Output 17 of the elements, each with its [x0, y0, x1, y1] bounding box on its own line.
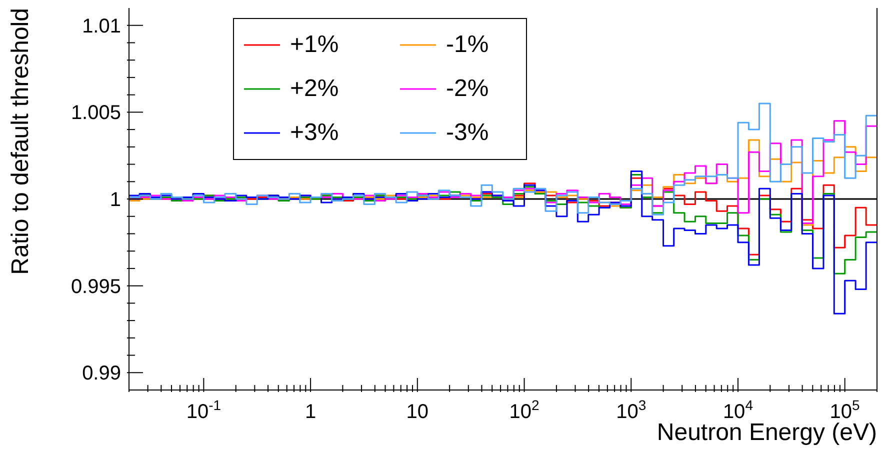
x-tick-label: 10$^{3}$ — [616, 397, 646, 423]
legend-label: -3% — [446, 119, 490, 147]
legend-label: -1% — [446, 31, 490, 59]
x-tick-label: 10$^{-1}$ — [186, 397, 222, 423]
legend-label: +3% — [290, 119, 340, 147]
y-axis-title: Ratio to default threshold — [7, 8, 34, 275]
legend-label: -2% — [446, 75, 490, 103]
x-tick-label: 10 — [406, 401, 429, 423]
x-tick-label: 1 — [304, 401, 316, 423]
x-tick-label: 10$^{2}$ — [509, 397, 540, 423]
y-tick-label: 1 — [110, 189, 121, 211]
y-tick-label: 0.99 — [82, 362, 121, 385]
y-tick-label: 1.005 — [70, 102, 121, 124]
legend-label: +2% — [290, 75, 340, 103]
y-tick-label: 1.01 — [82, 15, 121, 38]
y-tick-label: 0.995 — [70, 276, 121, 298]
legend-label: +1% — [290, 31, 340, 59]
